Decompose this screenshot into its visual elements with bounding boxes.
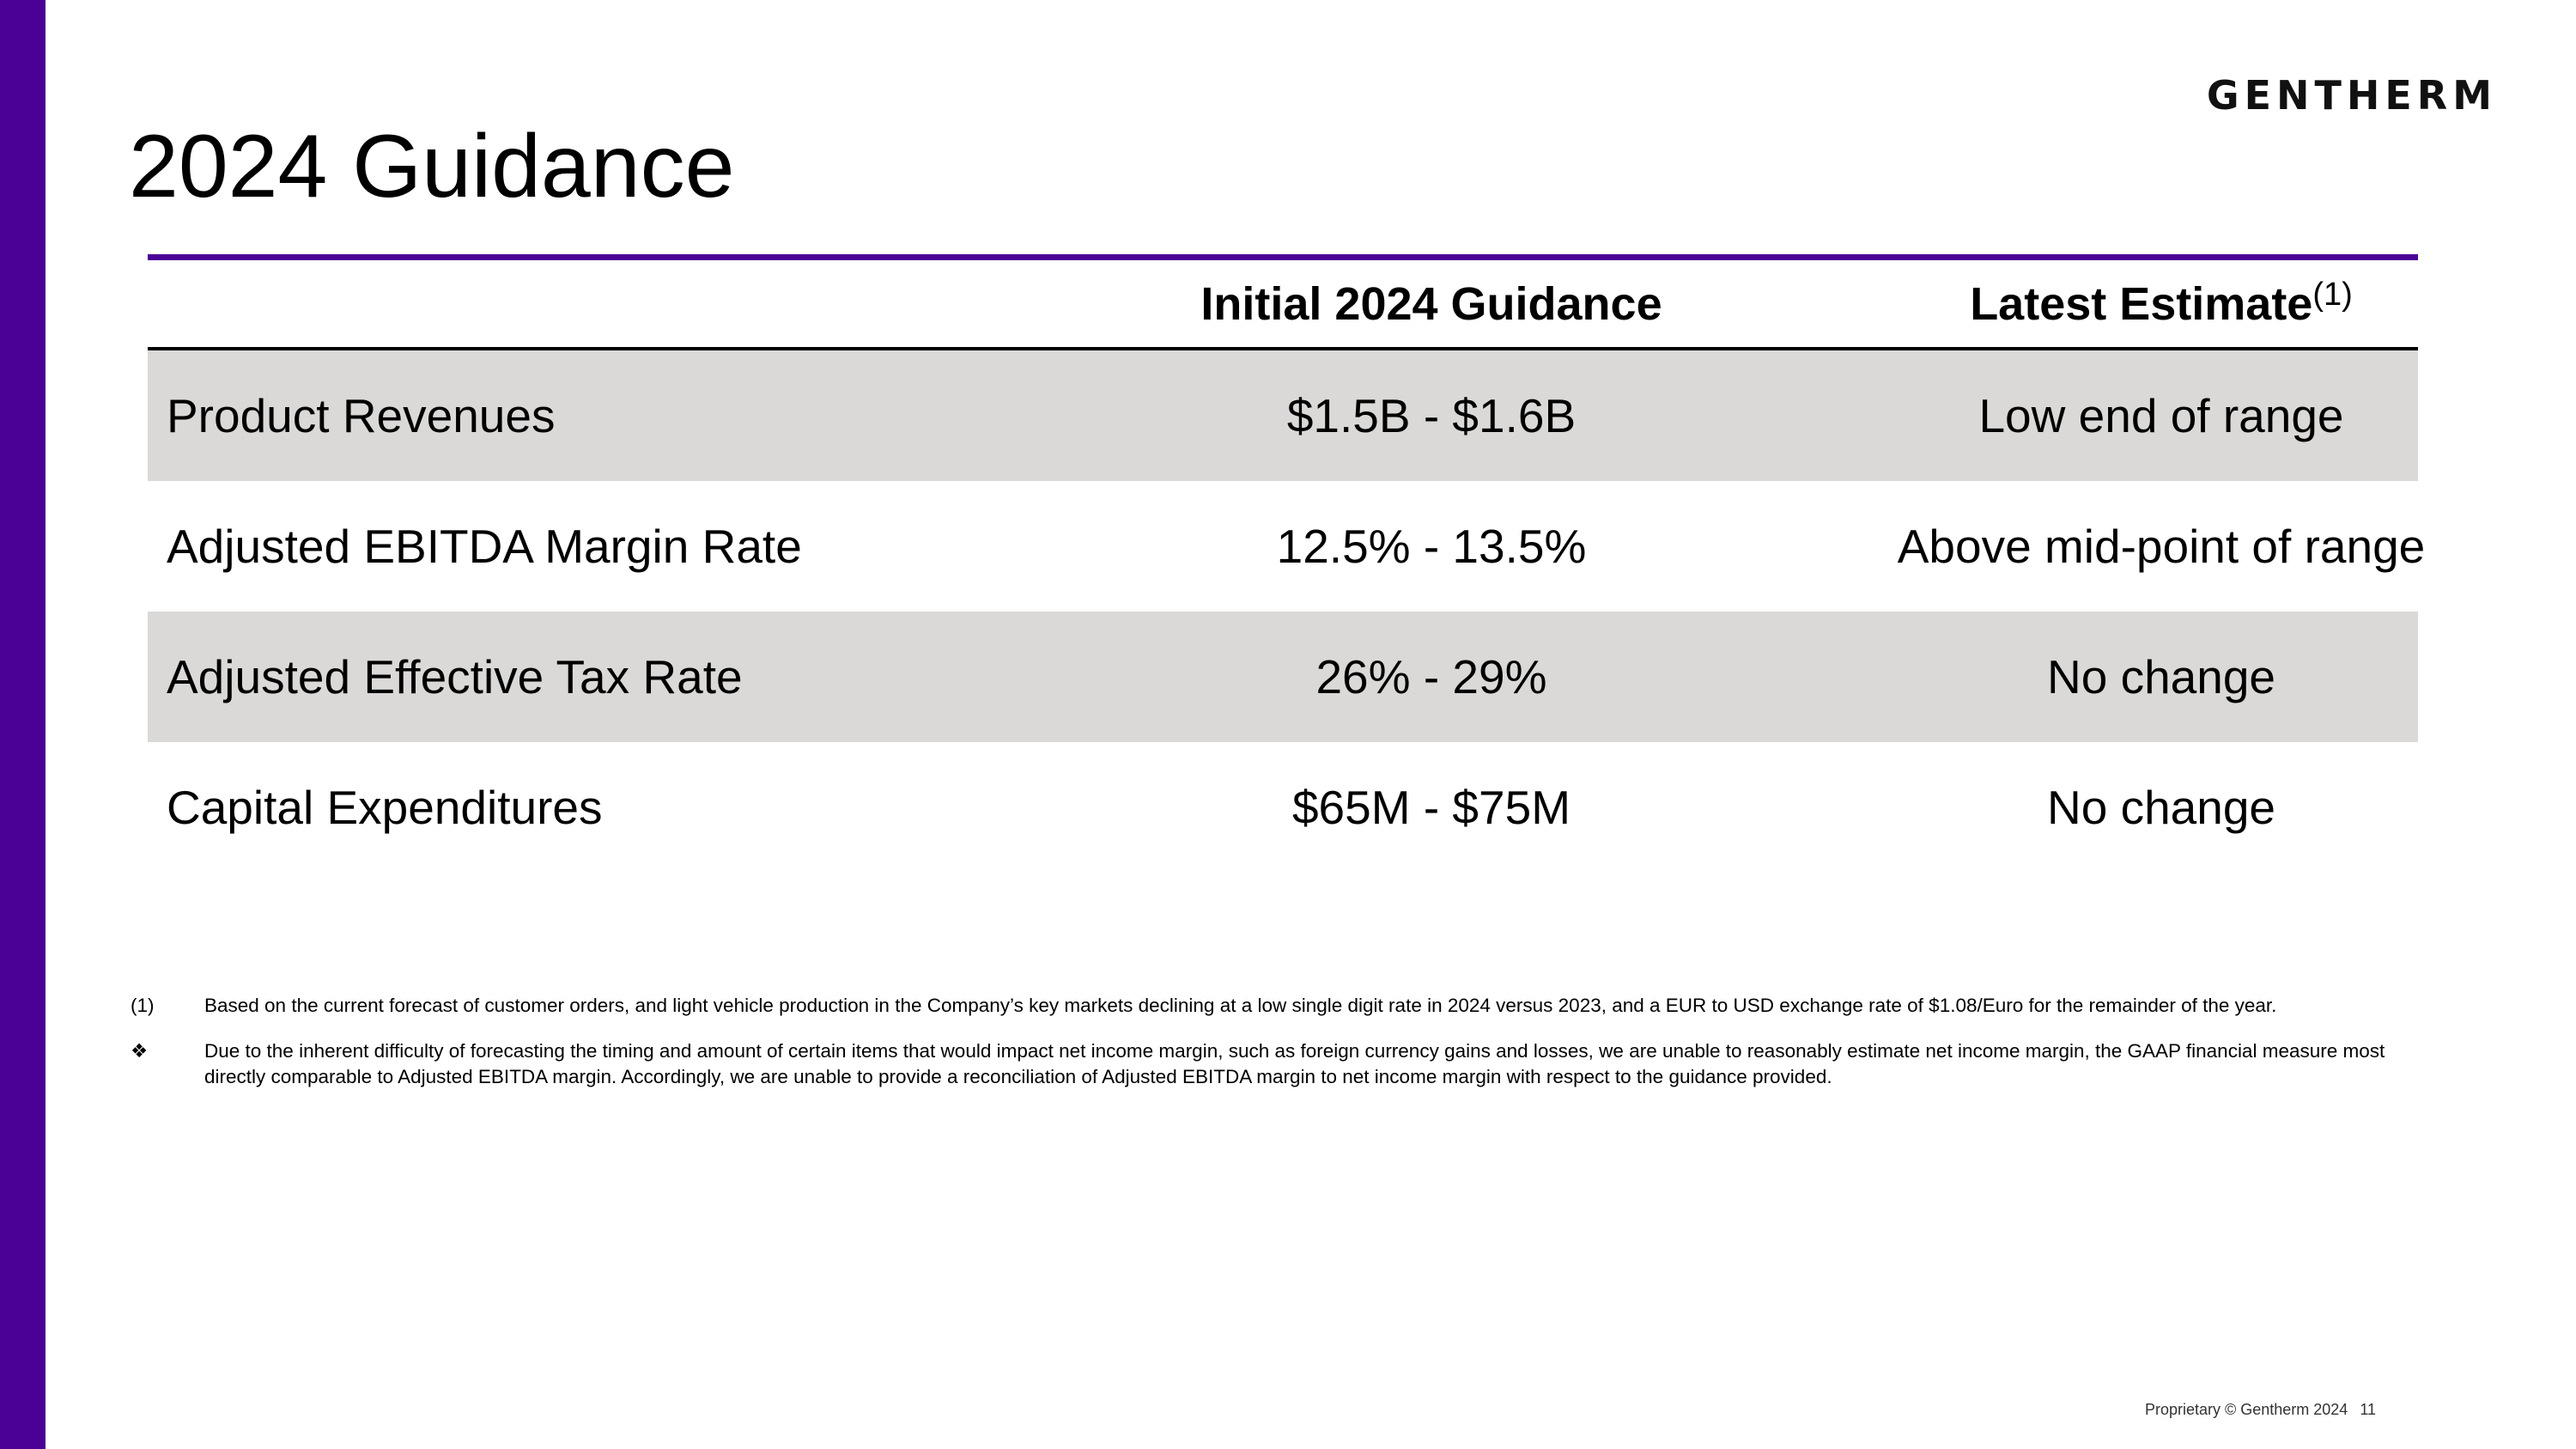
row-label: Product Revenues [167,389,556,442]
row-latest-value: Low end of range [1978,389,2344,442]
page-title: 2024 Guidance [129,117,735,216]
footnote-text: Based on the current forecast of custome… [204,995,2277,1016]
table-row: Adjusted EBITDA Margin Rate 12.5% - 13.5… [148,481,2425,612]
title-divider [148,254,2418,260]
row-latest-value: Above mid-point of range [1897,520,2426,573]
page-number: 11 [2360,1401,2376,1418]
page-footer: Proprietary © Gentherm 2024 11 [2145,1401,2376,1419]
left-accent-bar [0,0,46,1449]
diamond-bullet-icon: ❖ [131,1040,149,1062]
table-header: Initial 2024 Guidance Latest Estimate (1) [148,260,2418,350]
header-initial-guidance: Initial 2024 Guidance [1045,260,1818,347]
row-initial-value: 12.5% - 13.5% [1276,520,1587,573]
footnote-2: ❖ Due to the inherent difficulty of fore… [131,1038,2449,1090]
footnote-text: Due to the inherent difficulty of foreca… [204,1040,2385,1087]
row-latest-value: No change [2046,650,2276,703]
table-row: Adjusted Effective Tax Rate 26% - 29% No… [148,612,2418,742]
footnote-reference: (1) [2312,277,2353,313]
row-initial-value: $65M - $75M [1291,781,1571,834]
row-initial-value: 26% - 29% [1315,650,1547,703]
row-label: Adjusted EBITDA Margin Rate [167,520,802,573]
header-latest-label: Latest Estimate [1970,277,2313,330]
row-label: Capital Expenditures [167,781,603,834]
guidance-table: Initial 2024 Guidance Latest Estimate (1)… [148,260,2425,873]
footnote-marker: (1) [131,995,155,1016]
header-initial-label: Initial 2024 Guidance [1200,277,1662,330]
table-row: Product Revenues $1.5B - $1.6B Low end o… [148,350,2418,481]
header-latest-estimate: Latest Estimate (1) [1753,260,2569,347]
copyright-text: Proprietary © Gentherm 2024 [2144,1401,2348,1418]
table-row: Capital Expenditures $65M - $75M No chan… [148,742,2418,873]
gentherm-logo: GENTHERM [2206,72,2497,119]
row-label: Adjusted Effective Tax Rate [167,650,743,703]
footnotes: (1) Based on the current forecast of cus… [131,993,2449,1110]
row-latest-value: No change [2046,781,2276,834]
row-initial-value: $1.5B - $1.6B [1286,389,1577,442]
footnote-1: (1) Based on the current forecast of cus… [131,993,2449,1019]
